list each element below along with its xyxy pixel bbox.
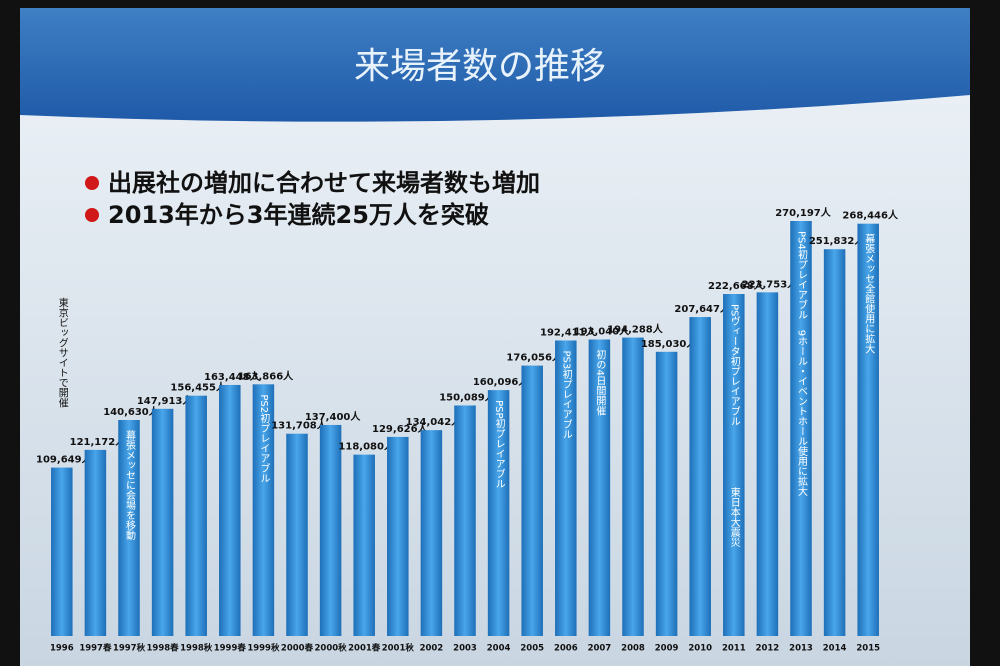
x-tick-label: 2014 [823,644,847,654]
bar [790,221,812,636]
value-label: 185,030人 [641,337,698,350]
value-label: 207,647人 [674,302,731,315]
x-tick-label: 2011 [722,644,746,654]
x-tick-label: 2003 [453,644,477,654]
bar [185,395,207,636]
chart-title: 来場者数の推移 [354,46,606,87]
value-label: 121,172人 [70,435,127,448]
bullet-dot [85,208,99,222]
bar [487,390,510,636]
bar-note: 東京ビッグサイトで開催 [56,296,68,408]
x-tick-label: 1996 [50,644,74,654]
value-label: 134,042人 [406,415,463,428]
bar [286,433,308,636]
bullet: 出展社の増加に合わせて来場者数も増加 [108,169,540,197]
value-label: 109,649人 [36,453,93,466]
value-label: 137,400人 [305,410,362,423]
bullet: 2013年から3年連続25万人を突破 [108,201,489,229]
bullet-dot [85,176,99,190]
x-tick-label: 1997秋 [113,643,146,654]
bar-note: PSヴィータ初プレイアブル [728,304,740,426]
bar [420,430,443,636]
x-tick-label: 2013 [789,644,813,654]
x-tick-label: 2006 [554,644,578,654]
bar [622,337,644,636]
value-label: 160,096人 [473,375,530,388]
bar-note: 幕張メッセに会場を移動 [124,429,136,541]
header-band [20,8,970,122]
bar [353,454,375,636]
value-label: 223,753人 [742,277,799,290]
value-label: 163,866人 [238,369,295,382]
x-tick-label: 2001秋 [382,643,415,654]
x-tick-label: 2012 [756,644,780,654]
bar [588,339,611,636]
bar-note: 初の4日間開催 [594,348,606,416]
bar [219,384,241,636]
bar-note: PS2初プレイアブル [258,394,270,483]
value-label: 193,040人 [574,325,631,338]
x-tick-label: 2007 [588,644,612,654]
value-label: 156,455人 [170,381,227,394]
bar [252,384,275,636]
bar [655,351,678,636]
value-label: 118,080人 [338,440,395,453]
bar [756,292,779,636]
x-tick-label: 2000秋 [315,643,348,654]
value-label: 140,630人 [103,405,160,418]
bar [84,449,107,636]
bar [857,223,879,636]
bar [387,436,409,636]
x-tick-label: 2015 [856,644,880,654]
bar [319,424,342,636]
x-tick-label: 2008 [621,644,645,654]
value-label: 192,411人 [540,325,597,338]
bar [454,405,476,636]
bar [555,340,577,636]
x-tick-label: 2001春 [348,643,381,654]
bar [51,467,73,636]
bar-note: 東日本大震災 [728,486,740,547]
bar [521,365,543,636]
value-label: 163,448人 [204,370,261,383]
x-tick-label: 2000春 [281,643,314,654]
x-tick-label: 1998秋 [180,643,213,654]
bar-note: 幕張メッセ全館使用に拡大 [863,232,875,354]
bar [823,249,846,637]
value-label: 150,089人 [439,390,496,403]
bar [151,408,174,636]
x-tick-label: 2009 [655,644,679,654]
x-tick-label: 2010 [688,644,712,654]
value-label: 270,197人 [775,206,832,219]
x-tick-label: 1999秋 [247,643,280,654]
value-label: 147,913人 [137,394,194,407]
bar-note: PSP初プレイアブル [493,400,505,488]
bar [723,294,745,636]
bar [118,420,140,636]
value-label: 268,446人 [842,209,899,222]
x-tick-label: 1999春 [214,643,247,654]
bar-note: PS4初プレイアブル 9ホール・イベントホール使用に拡大 [796,231,808,497]
bar [689,317,711,636]
value-label: 251,832人 [809,234,866,247]
x-tick-label: 2004 [487,644,511,654]
value-label: 176,056人 [506,351,563,364]
value-label: 131,708人 [271,419,328,432]
bar-note: PS3初プレイアブル [560,350,572,439]
x-tick-label: 1997春 [79,643,112,654]
x-tick-label: 2002 [420,644,444,654]
x-tick-label: 1998春 [147,643,180,654]
x-tick-label: 2005 [520,644,544,654]
value-label: 222,668人 [708,279,765,292]
value-label: 129,626人 [372,422,429,435]
value-label: 194,288人 [607,323,664,336]
